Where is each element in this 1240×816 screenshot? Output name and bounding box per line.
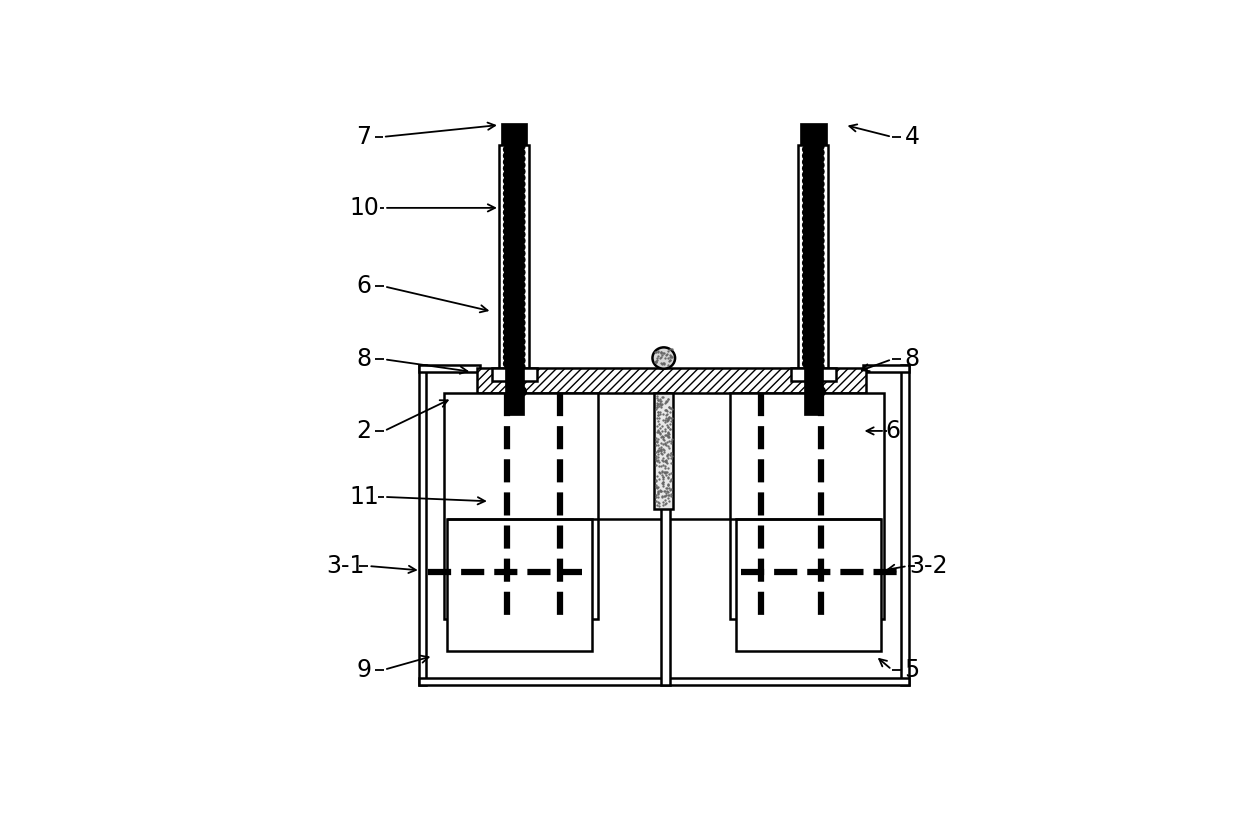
Bar bbox=[419, 365, 427, 685]
Text: 9: 9 bbox=[357, 658, 372, 681]
Bar bbox=[800, 123, 827, 145]
Bar bbox=[505, 367, 523, 415]
Text: 10: 10 bbox=[350, 196, 379, 220]
Bar bbox=[446, 519, 591, 651]
Text: 5: 5 bbox=[904, 658, 920, 681]
Ellipse shape bbox=[652, 348, 675, 369]
Bar bbox=[901, 365, 909, 685]
Bar bbox=[791, 368, 836, 380]
Bar bbox=[444, 393, 598, 619]
Bar bbox=[863, 365, 909, 372]
Text: 6: 6 bbox=[357, 274, 372, 299]
Bar bbox=[730, 393, 884, 619]
Bar bbox=[799, 145, 828, 368]
Bar bbox=[655, 393, 673, 509]
Text: 11: 11 bbox=[350, 485, 379, 509]
Text: 8: 8 bbox=[357, 348, 372, 371]
Bar bbox=[476, 368, 866, 393]
Bar bbox=[419, 365, 480, 372]
Text: 7: 7 bbox=[357, 125, 372, 149]
Text: 4: 4 bbox=[904, 125, 920, 149]
Text: 6: 6 bbox=[885, 419, 900, 443]
Text: 2: 2 bbox=[357, 419, 372, 443]
Bar bbox=[661, 393, 670, 685]
Text: 3-1: 3-1 bbox=[326, 554, 365, 578]
Bar bbox=[500, 145, 529, 368]
Text: 3-2: 3-2 bbox=[910, 554, 949, 578]
Bar bbox=[501, 123, 527, 145]
Bar bbox=[737, 519, 880, 651]
Bar bbox=[491, 368, 537, 380]
Bar bbox=[804, 367, 822, 415]
Text: 8: 8 bbox=[904, 348, 920, 371]
Bar bbox=[419, 678, 909, 685]
